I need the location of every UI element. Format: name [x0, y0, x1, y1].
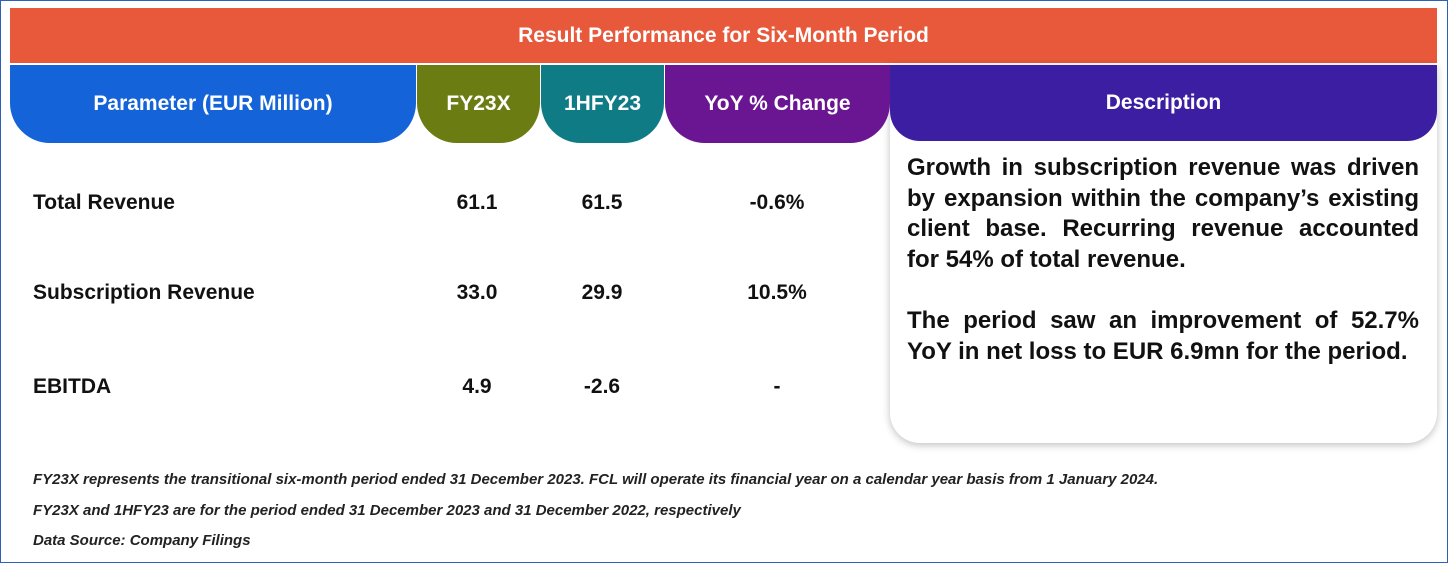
description-paragraph: Growth in subscription revenue was drive…: [907, 154, 1419, 273]
column-header: Description: [890, 65, 1437, 141]
cell: 33.0: [456, 281, 498, 304]
column-header: 1HFY23: [541, 65, 664, 143]
column-header: Parameter (EUR Million): [10, 65, 416, 143]
description-paragraph: The period saw an improvement of 52.7% Y…: [907, 307, 1419, 365]
row-label: Total Revenue: [33, 191, 175, 214]
description: Growth in subscription revenue was drive…: [907, 153, 1419, 398]
cell: -2.6: [583, 375, 621, 398]
column-header: YoY % Change: [665, 65, 890, 143]
row-label: Subscription Revenue: [33, 281, 255, 304]
cell: 61.1: [456, 191, 498, 214]
cell: -0.6%: [749, 191, 805, 214]
column-header: FY23X: [417, 65, 540, 143]
footnote: FY23X and 1HFY23 are for the period ende…: [33, 502, 741, 519]
cell: 10.5%: [747, 281, 807, 304]
cell: -: [773, 375, 781, 398]
footnote: Data Source: Company Filings: [33, 532, 251, 549]
cell: 61.5: [581, 191, 623, 214]
row-label: EBITDA: [33, 375, 112, 398]
cell: 29.9: [581, 281, 623, 304]
footnote: FY23X represents the transitional six-mo…: [33, 471, 1159, 488]
cell: 4.9: [462, 375, 492, 398]
table-title: Result Performance for Six-Month Period: [10, 8, 1437, 63]
